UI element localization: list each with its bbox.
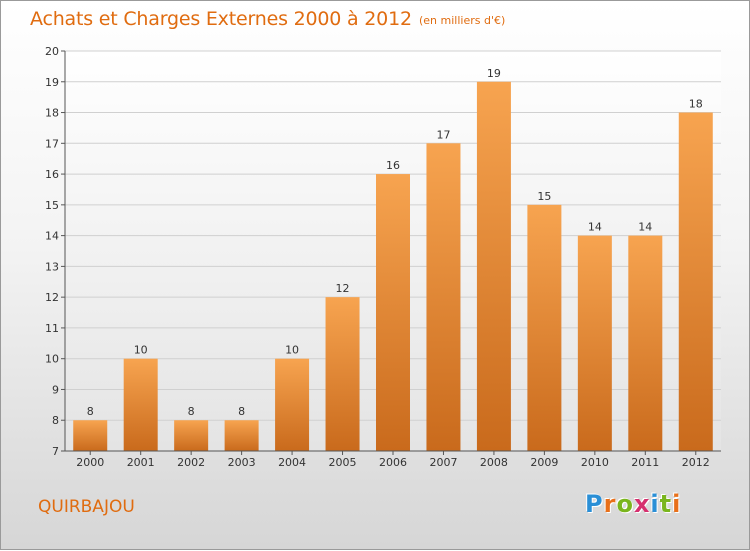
logo-letter: t	[659, 490, 673, 518]
y-tick-label: 18	[45, 107, 59, 120]
data-label: 8	[87, 405, 94, 418]
y-tick-label: 15	[45, 199, 59, 212]
labels: 7 8 9 10 11 12 13 14 15 16 17 18 19 20 8 2000 10 2001 8 200…	[45, 45, 710, 469]
logo-letter: o	[616, 490, 634, 518]
bar	[224, 420, 259, 451]
y-tick-label: 14	[45, 230, 59, 243]
y-tick-label: 8	[52, 414, 59, 427]
data-label: 10	[134, 344, 148, 357]
data-label: 12	[336, 282, 350, 295]
bar	[275, 358, 310, 451]
bar	[426, 143, 461, 452]
bar	[678, 112, 713, 452]
data-label: 15	[537, 190, 551, 203]
data-label: 8	[238, 405, 245, 418]
x-tick-label: 2002	[177, 456, 205, 469]
data-label: 18	[689, 98, 703, 111]
y-tick-label: 11	[45, 322, 59, 335]
x-tick-label: 2006	[379, 456, 407, 469]
x-tick-label: 2011	[631, 456, 659, 469]
logo-letter: P	[585, 490, 604, 518]
bar	[476, 81, 511, 452]
x-tick-label: 2007	[429, 456, 457, 469]
logo-letter: r	[603, 490, 617, 518]
chart-title: Achats et Charges Externes 2000 à 2012	[30, 8, 412, 30]
bars	[73, 81, 713, 452]
commune-name: QUIRBAJOU	[38, 497, 135, 517]
bar	[577, 235, 612, 451]
data-label: 14	[588, 221, 602, 234]
axes	[61, 50, 721, 455]
bar	[376, 174, 410, 452]
x-tick-label: 2012	[682, 456, 710, 469]
y-tick-label: 17	[45, 137, 59, 150]
bar	[73, 420, 108, 451]
data-label: 14	[638, 221, 652, 234]
chart-unit: (en milliers d'€)	[419, 14, 506, 27]
bar	[123, 358, 158, 451]
x-tick-label: 2004	[278, 456, 306, 469]
data-label: 10	[285, 344, 299, 357]
x-tick-label: 2001	[127, 456, 155, 469]
logo-letter: x	[633, 490, 651, 518]
proxiti-logo: Proxiti	[585, 490, 681, 518]
x-tick-label: 2009	[530, 456, 558, 469]
logo-letter: i	[650, 490, 660, 518]
data-label: 17	[436, 128, 450, 141]
y-tick-label: 7	[52, 445, 59, 458]
y-tick-label: 19	[45, 76, 59, 89]
data-label: 19	[487, 67, 501, 80]
y-tick-label: 9	[52, 383, 59, 396]
y-tick-label: 13	[45, 260, 59, 273]
bar	[174, 420, 209, 451]
bar	[325, 297, 360, 451]
x-tick-label: 2005	[329, 456, 357, 469]
x-tick-label: 2010	[581, 456, 609, 469]
x-tick-label: 2003	[228, 456, 256, 469]
y-tick-label: 12	[45, 291, 59, 304]
data-label: 8	[188, 405, 195, 418]
y-tick-label: 10	[45, 353, 59, 366]
logo-letter: i	[672, 490, 682, 518]
x-tick-label: 2000	[76, 456, 104, 469]
bar	[527, 204, 562, 451]
y-tick-label: 20	[45, 45, 59, 58]
x-tick-label: 2008	[480, 456, 508, 469]
bar	[628, 235, 663, 451]
y-tick-label: 16	[45, 168, 59, 181]
data-label: 16	[386, 159, 400, 172]
